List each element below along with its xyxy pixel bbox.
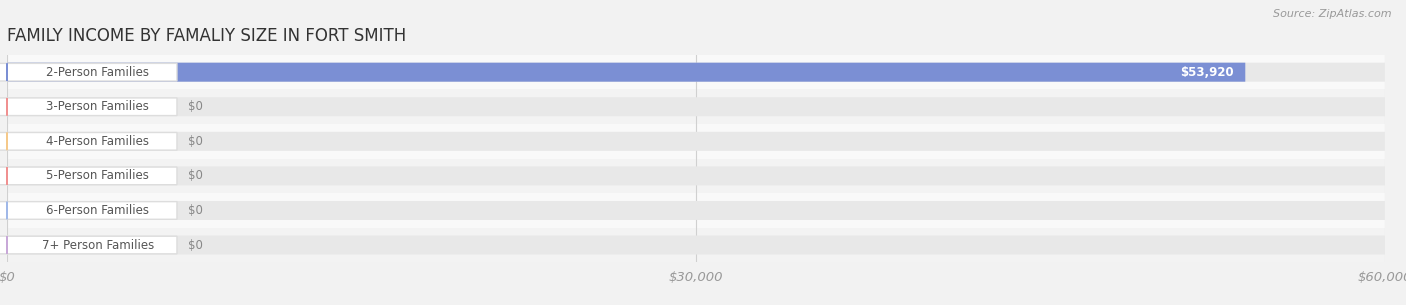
Bar <box>7 55 1385 89</box>
Bar <box>7 193 1385 228</box>
FancyBboxPatch shape <box>0 167 177 185</box>
Bar <box>7 89 1385 124</box>
FancyBboxPatch shape <box>7 132 1385 151</box>
Text: $0: $0 <box>188 100 204 113</box>
Text: 6-Person Families: 6-Person Families <box>46 204 149 217</box>
Text: $0: $0 <box>188 239 204 252</box>
FancyBboxPatch shape <box>0 236 177 254</box>
FancyBboxPatch shape <box>0 202 177 219</box>
Bar <box>7 228 1385 262</box>
Bar <box>7 124 1385 159</box>
Text: $0: $0 <box>188 169 204 182</box>
FancyBboxPatch shape <box>0 132 177 150</box>
Text: 5-Person Families: 5-Person Families <box>46 169 149 182</box>
Text: 2-Person Families: 2-Person Families <box>46 66 149 79</box>
FancyBboxPatch shape <box>0 98 177 116</box>
FancyBboxPatch shape <box>0 63 177 81</box>
FancyBboxPatch shape <box>7 201 1385 220</box>
Bar <box>7 159 1385 193</box>
Text: Source: ZipAtlas.com: Source: ZipAtlas.com <box>1274 9 1392 19</box>
Text: 4-Person Families: 4-Person Families <box>46 135 149 148</box>
FancyBboxPatch shape <box>7 167 1385 185</box>
Text: 3-Person Families: 3-Person Families <box>46 100 149 113</box>
FancyBboxPatch shape <box>7 63 1246 82</box>
FancyBboxPatch shape <box>7 235 1385 254</box>
Text: $0: $0 <box>188 135 204 148</box>
FancyBboxPatch shape <box>7 63 1385 82</box>
Text: $0: $0 <box>188 204 204 217</box>
Text: 7+ Person Families: 7+ Person Families <box>42 239 155 252</box>
FancyBboxPatch shape <box>7 97 1385 116</box>
Text: $53,920: $53,920 <box>1180 66 1234 79</box>
Text: FAMILY INCOME BY FAMALIY SIZE IN FORT SMITH: FAMILY INCOME BY FAMALIY SIZE IN FORT SM… <box>7 27 406 45</box>
